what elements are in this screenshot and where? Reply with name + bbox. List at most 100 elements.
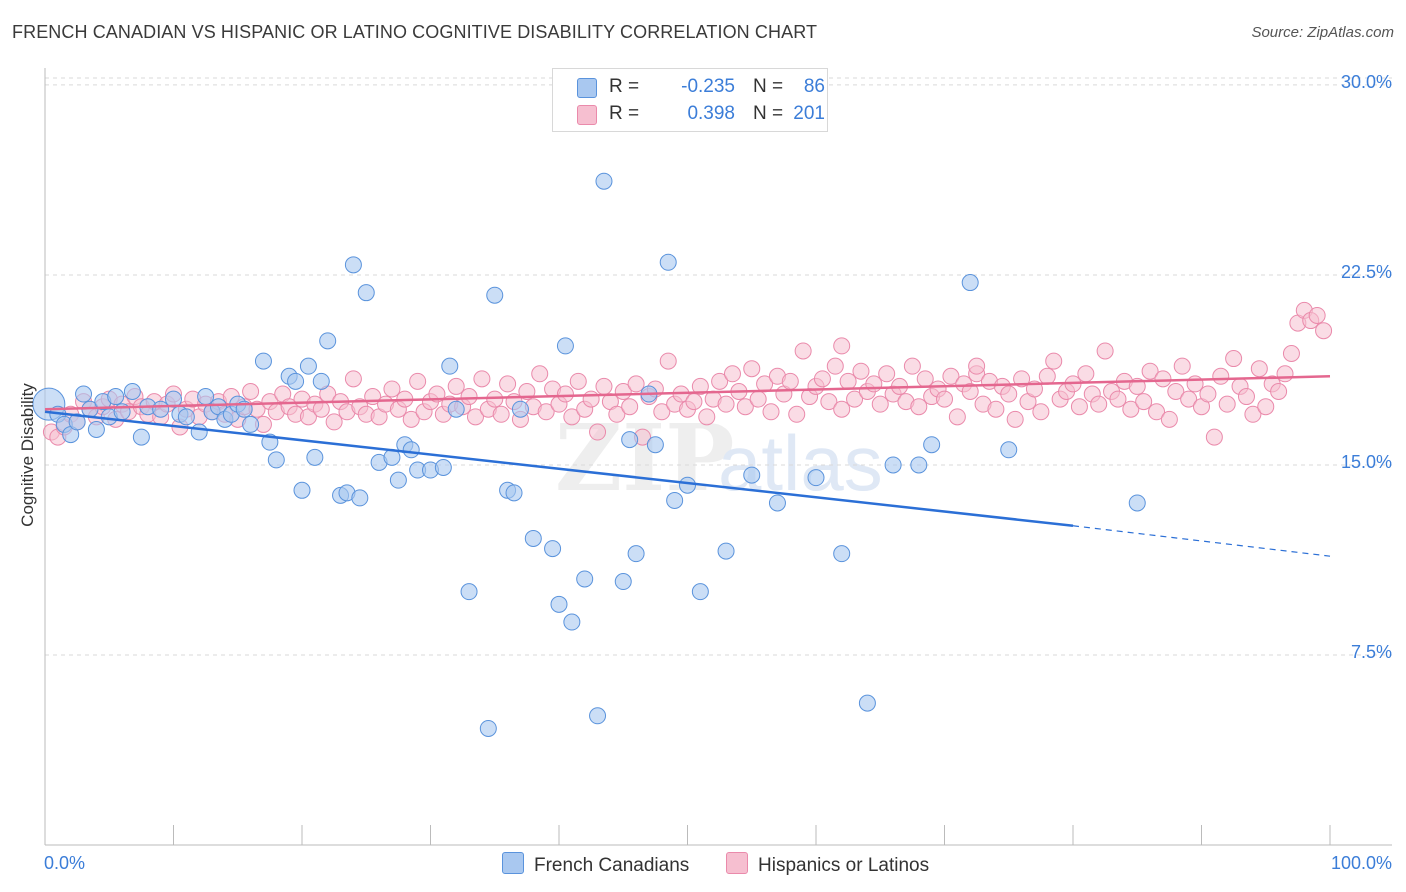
data-point-french-canadian	[389, 471, 407, 489]
data-point-hispanic	[595, 377, 613, 395]
data-point-french-canadian	[576, 570, 594, 588]
y-tick-label: 15.0%	[1341, 452, 1392, 472]
data-point-hispanic	[1173, 357, 1191, 375]
data-point-french-canadian	[833, 545, 851, 563]
data-point-hispanic	[383, 380, 401, 398]
data-point-french-canadian	[858, 694, 876, 712]
data-point-hispanic	[1276, 365, 1294, 383]
data-point-french-canadian	[267, 451, 285, 469]
data-point-french-canadian	[807, 469, 825, 487]
bottom-legend-french-canadians: French Canadians	[502, 852, 689, 877]
data-point-french-canadian	[563, 613, 581, 631]
legend-n-value: 201	[793, 103, 825, 124]
data-point-hispanic	[916, 370, 934, 388]
data-point-hispanic	[1032, 403, 1050, 421]
data-point-french-canadian	[595, 172, 613, 190]
data-point-hispanic	[447, 377, 465, 395]
data-point-french-canadian	[152, 400, 170, 418]
data-point-french-canadian	[293, 481, 311, 499]
data-point-french-canadian	[177, 408, 195, 426]
data-point-hispanic	[1180, 390, 1198, 408]
data-point-french-canadian	[254, 352, 272, 370]
data-point-hispanic	[794, 342, 812, 360]
data-point-hispanic	[531, 365, 549, 383]
data-point-french-canadian	[299, 357, 317, 375]
data-point-hispanic	[910, 398, 928, 416]
data-point-french-canadian	[550, 595, 568, 613]
data-point-hispanic	[1199, 385, 1217, 403]
data-point-hispanic	[499, 375, 517, 393]
data-point-hispanic	[1186, 375, 1204, 393]
data-point-hispanic	[473, 370, 491, 388]
data-point-hispanic	[839, 372, 857, 390]
trend-line-hispanics	[44, 375, 1331, 411]
data-point-hispanic	[1225, 350, 1243, 368]
data-point-hispanic	[627, 375, 645, 393]
legend-r-label: R =	[609, 103, 640, 124]
data-point-french-canadian	[621, 431, 639, 449]
data-point-french-canadian	[351, 489, 369, 507]
data-point-hispanic	[1135, 393, 1153, 411]
data-point-hispanic	[344, 370, 362, 388]
data-point-french-canadian	[743, 466, 761, 484]
data-point-french-canadian	[910, 456, 928, 474]
legend-n-label: N =	[753, 76, 784, 97]
data-point-french-canadian	[75, 385, 93, 403]
data-point-hispanic	[1308, 306, 1326, 324]
data-point-french-canadian	[923, 436, 941, 454]
data-point-french-canadian	[589, 707, 607, 725]
data-point-french-canadian	[614, 573, 632, 591]
data-point-french-canadian	[447, 400, 465, 418]
data-point-hispanic	[1141, 362, 1159, 380]
data-point-hispanic	[325, 413, 343, 431]
data-point-hispanic	[1038, 367, 1056, 385]
data-point-hispanic	[1006, 410, 1024, 428]
chart-title: FRENCH CANADIAN VS HISPANIC OR LATINO CO…	[12, 22, 818, 42]
data-point-hispanic	[492, 405, 510, 423]
data-point-french-canadian	[190, 423, 208, 441]
data-point-hispanic	[1070, 398, 1088, 416]
data-point-french-canadian	[479, 719, 497, 737]
data-point-hispanic	[865, 375, 883, 393]
data-point-hispanic	[1282, 344, 1300, 362]
data-point-french-canadian	[717, 542, 735, 560]
data-point-french-canadian	[505, 484, 523, 502]
legend-n-value: 86	[803, 76, 825, 97]
data-point-french-canadian	[357, 284, 375, 302]
data-point-hispanic	[691, 377, 709, 395]
data-point-hispanic	[589, 423, 607, 441]
data-point-french-canadian	[242, 415, 260, 433]
data-point-hispanic	[968, 357, 986, 375]
data-point-hispanic	[685, 393, 703, 411]
data-point-hispanic	[608, 405, 626, 423]
data-point-hispanic	[717, 395, 735, 413]
data-point-hispanic	[537, 403, 555, 421]
data-point-french-canadian	[107, 388, 125, 406]
data-point-french-canadian	[627, 545, 645, 563]
y-tick-label: 7.5%	[1351, 642, 1392, 662]
data-point-hispanic	[518, 382, 536, 400]
watermark-atlas: atlas	[718, 419, 883, 507]
legend-n-label: N =	[753, 103, 784, 124]
data-point-hispanic	[743, 360, 761, 378]
data-point-hispanic	[582, 390, 600, 408]
data-point-hispanic	[878, 365, 896, 383]
data-point-french-canadian	[524, 529, 542, 547]
data-point-french-canadian	[87, 420, 105, 438]
data-point-hispanic	[1090, 395, 1108, 413]
data-point-french-canadian	[441, 357, 459, 375]
data-point-hispanic	[1257, 398, 1275, 416]
x-tick-label-min: 0.0%	[44, 853, 85, 873]
data-point-hispanic	[948, 408, 966, 426]
data-point-hispanic	[460, 388, 478, 406]
data-point-hispanic	[1154, 370, 1172, 388]
data-point-hispanic	[466, 408, 484, 426]
data-point-hispanic	[1109, 390, 1127, 408]
data-point-hispanic	[903, 357, 921, 375]
data-point-hispanic	[833, 337, 851, 355]
data-point-french-canadian	[1000, 441, 1018, 459]
data-point-french-canadian	[287, 372, 305, 390]
data-point-french-canadian	[123, 382, 141, 400]
data-point-hispanic	[1045, 352, 1063, 370]
